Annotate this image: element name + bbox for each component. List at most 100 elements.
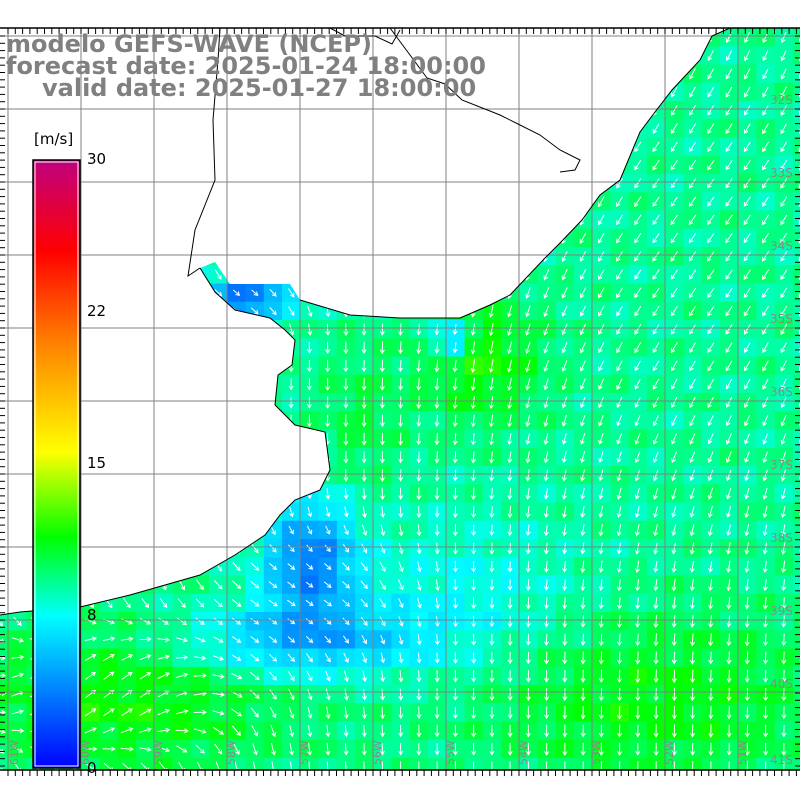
wind-arrow [14, 396, 20, 409]
wind-cell [555, 210, 575, 230]
wind-arrow [288, 269, 295, 281]
wind-arrow [14, 86, 20, 99]
wind-arrow [562, 742, 568, 756]
wind-arrow [379, 432, 385, 446]
wind-arrow [14, 268, 20, 282]
wind-cell [464, 192, 484, 212]
wind-arrow [0, 268, 2, 281]
wind-arrow [14, 433, 20, 446]
wind-arrow [726, 669, 732, 683]
wind-cell [245, 265, 265, 285]
wind-cell [117, 192, 137, 212]
wind-arrow [197, 451, 203, 464]
wind-cell [464, 155, 484, 175]
wind-cell [8, 265, 28, 285]
wind-cell [81, 119, 101, 139]
wind-arrow [780, 487, 786, 500]
wind-arrow [270, 104, 276, 117]
wind-arrow [525, 177, 531, 190]
wind-cell [318, 247, 338, 266]
wind-arrow [744, 615, 750, 628]
wind-arrow [434, 232, 440, 245]
wind-arrow [324, 653, 331, 663]
wind-arrow [598, 68, 605, 80]
wind-arrow [0, 578, 2, 592]
wind-arrow [307, 305, 313, 318]
wind-arrow [157, 727, 171, 733]
wind-arrow [780, 396, 787, 408]
wind-arrow [106, 177, 112, 190]
wind-arrow [106, 487, 112, 500]
wind-arrow [707, 105, 715, 116]
wind-arrow [744, 451, 750, 464]
wind-arrow [161, 323, 167, 336]
wind-arrow [507, 177, 513, 190]
wind-arrow [379, 104, 385, 117]
wind-arrow [780, 287, 788, 299]
wind-arrow [744, 742, 750, 756]
wind-cell [300, 174, 320, 193]
wind-arrow [197, 524, 203, 537]
wind-arrow [270, 324, 276, 336]
wind-arrow [361, 724, 367, 738]
wind-arrow [307, 287, 313, 299]
wind-arrow [14, 597, 21, 610]
wind-arrow [525, 560, 531, 573]
wind-cell [665, 137, 685, 157]
wind-cell [263, 228, 283, 248]
wind-arrow [288, 688, 295, 701]
wind-cell [99, 557, 119, 577]
wind-arrow [561, 414, 567, 427]
wind-cell [154, 484, 174, 504]
wind-arrow [652, 68, 660, 80]
wind-arrow [288, 469, 294, 482]
colorbar-label-0: 0 [87, 759, 97, 777]
wind-arrow [233, 324, 240, 335]
wind-arrow [579, 323, 587, 336]
wind-arrow [579, 287, 587, 299]
wind-arrow [121, 636, 134, 642]
wind-arrow [598, 669, 604, 683]
wind-arrow [14, 323, 20, 336]
wind-arrow [121, 671, 133, 680]
wind-arrow [120, 746, 134, 752]
wind-arrow [212, 726, 225, 735]
wind-arrow [653, 669, 659, 683]
wind-arrow [343, 396, 349, 409]
wind-cell [793, 685, 800, 704]
wind-arrow [708, 761, 714, 770]
wind-cell [738, 429, 758, 449]
wind-arrow [470, 377, 476, 391]
wind-arrow [580, 542, 586, 555]
wind-arrow [579, 177, 587, 189]
wind-cell [793, 64, 800, 84]
latitude-label: 35S [770, 312, 793, 326]
wind-arrow [580, 469, 585, 482]
wind-arrow [562, 597, 568, 610]
wind-arrow [106, 378, 112, 391]
wind-arrow [106, 432, 112, 446]
wind-arrow [561, 268, 568, 281]
wind-cell [774, 228, 794, 248]
wind-cell [154, 447, 174, 467]
wind-arrow [726, 761, 732, 770]
wind-arrow [103, 727, 116, 734]
wind-cell [154, 174, 174, 193]
wind-arrow [87, 232, 93, 245]
wind-arrow [780, 214, 788, 226]
wind-cell [190, 210, 210, 230]
wind-cell [738, 265, 758, 285]
wind-arrow [653, 524, 658, 537]
wind-arrow [288, 396, 294, 409]
wind-arrow [507, 633, 513, 646]
wind-arrow [231, 580, 242, 590]
wind-cell [263, 393, 283, 412]
wind-cell [537, 46, 557, 66]
wind-arrow [379, 396, 385, 409]
wind-cell [81, 557, 101, 577]
wind-cell [519, 137, 539, 157]
wind-arrow [635, 633, 641, 647]
wind-cell [245, 338, 265, 358]
wind-arrow [213, 617, 224, 625]
wind-arrow [196, 288, 204, 298]
